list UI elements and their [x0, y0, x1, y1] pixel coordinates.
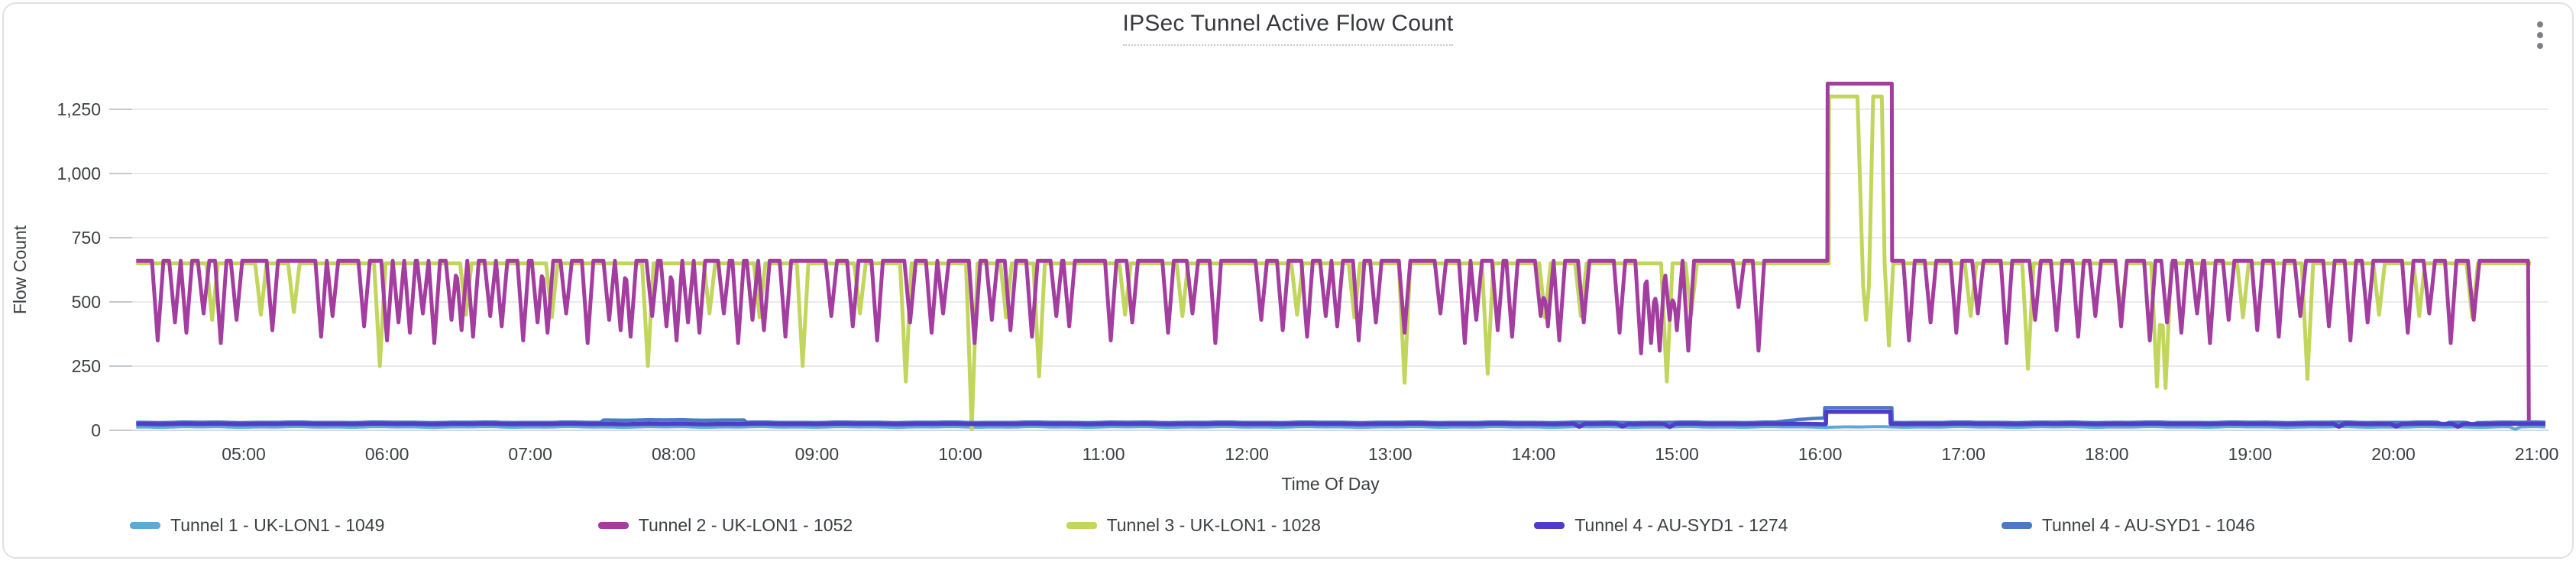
kebab-menu-icon[interactable] [2530, 21, 2550, 49]
legend-swatch [1534, 522, 1565, 529]
x-tick-label: 10:00 [938, 444, 982, 464]
x-tick-label: 09:00 [794, 444, 840, 464]
kebab-dot [2537, 32, 2543, 38]
series-line-1 [136, 425, 2546, 431]
y-tick-label: 250 [71, 356, 101, 376]
legend-label: Tunnel 4 - AU-SYD1 - 1046 [2041, 515, 2255, 535]
legend-item-4[interactable]: Tunnel 4 - AU-SYD1 - 1274 [1534, 515, 1788, 536]
legend-label: Tunnel 1 - UK-LON1 - 1049 [170, 515, 385, 535]
x-tick-label: 13:00 [1368, 444, 1413, 464]
x-tick-label: 19:00 [2228, 444, 2273, 464]
y-axis-title: Flow Count [10, 225, 30, 315]
series-line-2 [136, 81, 2531, 424]
x-tick-label: 11:00 [1082, 444, 1125, 464]
legend-item-1[interactable]: Tunnel 1 - UK-LON1 - 1049 [130, 515, 384, 536]
y-tick-label: 500 [71, 292, 101, 312]
x-tick-label: 21:00 [2514, 444, 2559, 464]
legend-swatch [2001, 522, 2032, 529]
y-tick-label: 750 [71, 228, 101, 248]
x-tick-label: 05:00 [222, 444, 266, 464]
x-tick-label: 20:00 [2371, 444, 2416, 464]
legend-item-3[interactable]: Tunnel 3 - UK-LON1 - 1028 [1066, 515, 1321, 536]
kebab-dot [2537, 21, 2543, 28]
legend-item-2[interactable]: Tunnel 2 - UK-LON1 - 1052 [597, 515, 853, 536]
legend-swatch [1066, 522, 1097, 529]
x-tick-label: 18:00 [2085, 444, 2129, 464]
legend-swatch [597, 522, 629, 529]
y-tick-label: 1,000 [57, 164, 101, 183]
legend-swatch [130, 522, 160, 529]
x-tick-label: 16:00 [1798, 444, 1843, 464]
legend-item-5[interactable]: Tunnel 4 - AU-SYD1 - 1046 [2001, 515, 2255, 536]
legend-label: Tunnel 4 - AU-SYD1 - 1274 [1574, 515, 1788, 535]
x-tick-label: 12:00 [1225, 444, 1269, 464]
x-tick-label: 15:00 [1655, 444, 1699, 464]
x-tick-label: 06:00 [364, 444, 409, 464]
x-tick-label: 08:00 [652, 444, 696, 464]
y-tick-label: 0 [91, 420, 101, 440]
y-tick-label: 1,250 [57, 99, 101, 119]
legend-label: Tunnel 2 - UK-LON1 - 1052 [638, 515, 853, 535]
series-line-4 [136, 410, 2546, 430]
chart-legend: Tunnel 1 - UK-LON1 - 1049 Tunnel 2 - UK-L… [130, 515, 2255, 536]
x-tick-label: 17:00 [1941, 444, 1985, 464]
x-tick-label: 14:00 [1511, 444, 1556, 464]
panel-header: IPSec Tunnel Active Flow Count [0, 11, 2576, 46]
x-tick-label: 07:00 [508, 444, 552, 464]
legend-label: Tunnel 3 - UK-LON1 - 1028 [1106, 515, 1321, 535]
kebab-dot [2537, 43, 2543, 49]
x-axis-title: Time Of Day [1281, 474, 1380, 494]
panel-title[interactable]: IPSec Tunnel Active Flow Count [1122, 11, 1454, 46]
